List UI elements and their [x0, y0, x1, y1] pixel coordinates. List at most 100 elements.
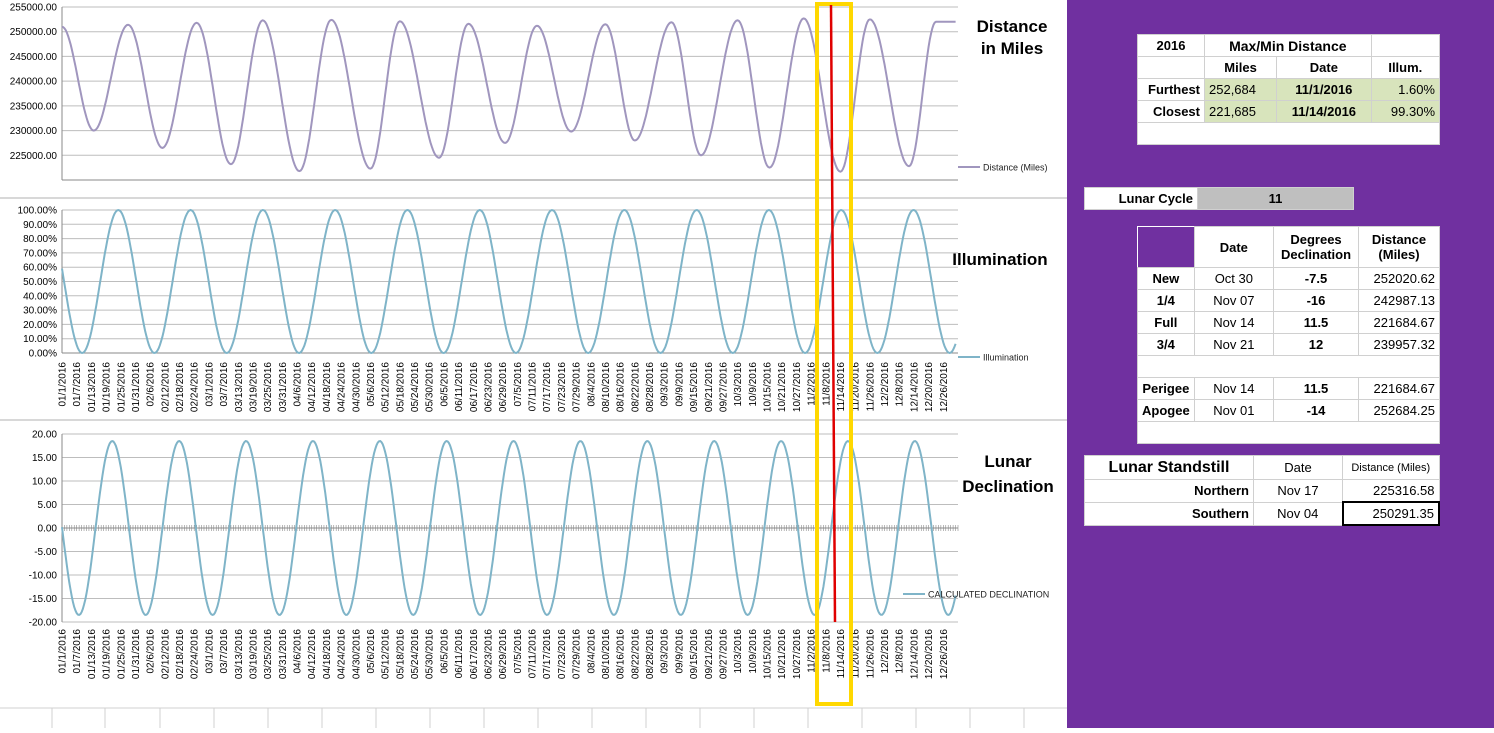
x-tick-label-decl: 01/25/2016 — [116, 629, 127, 679]
x-tick-label-illum: 07/23/2016 — [557, 362, 568, 412]
x-tick-label-decl: 08/4/2016 — [586, 629, 597, 674]
phase-dist: 242987.13 — [1358, 289, 1440, 312]
phases-header-decl: Degrees Declination — [1273, 226, 1359, 268]
maxmin-label: Furthest — [1137, 78, 1205, 101]
x-tick-label-decl: 02/6/2016 — [146, 629, 157, 674]
x-tick-label-decl: 06/23/2016 — [484, 629, 495, 679]
phase-row-full: Full Nov 14 11.5 221684.67 — [1137, 311, 1440, 334]
x-tick-label-decl: 08/10/2016 — [601, 629, 612, 679]
standstill-dist-selected[interactable]: 250291.35 — [1341, 501, 1440, 526]
y-tick-label: 40.00% — [23, 291, 57, 302]
x-tick-label-decl: 02/24/2016 — [190, 629, 201, 679]
x-tick-label-illum: 11/20/2016 — [851, 362, 862, 412]
x-tick-label-illum: 12/20/2016 — [924, 362, 935, 412]
x-tick-label-decl: 02/12/2016 — [160, 629, 171, 679]
y-tick-label: 20.00 — [32, 430, 57, 441]
x-tick-label-decl: 09/3/2016 — [660, 629, 671, 674]
x-tick-label-illum: 03/7/2016 — [219, 362, 230, 407]
phase-row-third-quarter: 3/4 Nov 21 12 239957.32 — [1137, 333, 1440, 356]
x-tick-label-illum: 08/22/2016 — [630, 362, 641, 412]
x-tick-label-decl: 07/11/2016 — [528, 629, 539, 679]
maxmin-row-closest: Closest 221,685 11/14/2016 99.30% — [1137, 100, 1441, 123]
x-tick-label-illum: 05/12/2016 — [381, 362, 392, 412]
x-tick-label-decl: 06/11/2016 — [454, 629, 465, 679]
x-tick-label-illum: 09/27/2016 — [719, 362, 730, 412]
maxmin-miles: 252,684 — [1203, 78, 1278, 101]
x-tick-label-illum: 04/6/2016 — [293, 362, 304, 407]
x-tick-label-illum: 06/17/2016 — [469, 362, 480, 412]
x-tick-label-illum: 12/8/2016 — [895, 362, 906, 407]
chart-1: 0.00% 10.00% 20.00% 30.00% 40.00% 50.00% 60.00… — [18, 206, 1029, 363]
illumination-chart-title: Illumination — [952, 250, 1048, 269]
maxmin-header-illum: Illum. — [1370, 56, 1441, 79]
x-tick-label-decl: 07/23/2016 — [557, 629, 568, 679]
phases-header-dist: Distance (Miles) — [1358, 226, 1440, 268]
x-tick-label-decl: 05/30/2016 — [425, 629, 436, 679]
x-tick-label-illum: 07/5/2016 — [513, 362, 524, 407]
standstill-date: Nov 04 — [1253, 501, 1343, 526]
x-tick-label-decl: 09/27/2016 — [719, 629, 730, 679]
x-tick-label-decl: 11/8/2016 — [821, 629, 832, 673]
y-tick-label: 20.00% — [23, 320, 57, 331]
x-tick-label-illum: 05/30/2016 — [425, 362, 436, 412]
x-tick-label-illum: 02/6/2016 — [146, 362, 157, 407]
x-tick-label-illum: 10/27/2016 — [792, 362, 803, 412]
legend-label: CALCULATED DECLINATION — [928, 590, 1049, 600]
x-tick-label-decl: 12/2/2016 — [880, 629, 891, 674]
x-tick-label-decl: 09/9/2016 — [674, 629, 685, 674]
x-tick-label-decl: 03/19/2016 — [249, 629, 260, 679]
x-tick-label-decl: 07/29/2016 — [572, 629, 583, 679]
legend-label: Distance (Miles) — [983, 163, 1048, 173]
phase-dist: 239957.32 — [1358, 333, 1440, 356]
y-tick-label: 50.00% — [23, 277, 57, 288]
y-tick-label: 0.00 — [38, 524, 58, 535]
y-tick-label: 80.00% — [23, 234, 57, 245]
x-tick-label-decl: 01/31/2016 — [131, 629, 142, 679]
phases-header-date: Date — [1193, 226, 1275, 268]
y-tick-label: 230000.00 — [10, 126, 58, 137]
x-tick-label-decl: 06/17/2016 — [469, 629, 480, 679]
x-tick-label-illum: 01/7/2016 — [72, 362, 83, 407]
x-tick-label-illum: 06/29/2016 — [498, 362, 509, 412]
x-tick-label-illum: 07/29/2016 — [572, 362, 583, 412]
standstill-header-dist: Distance (Miles) — [1342, 455, 1440, 480]
x-tick-label-illum: 04/24/2016 — [337, 362, 348, 412]
maxmin-year: 2016 — [1137, 34, 1205, 57]
y-tick-label: -15.00 — [29, 594, 58, 605]
x-tick-label-illum: 03/25/2016 — [263, 362, 274, 412]
x-tick-label-decl: 12/20/2016 — [924, 629, 935, 679]
y-tick-label: 60.00% — [23, 263, 57, 274]
chart-2: -20.00 -15.00 -10.00 -5.00 0.00 5.00 10.00 15.0… — [29, 430, 1050, 629]
x-tick-label-illum: 10/15/2016 — [763, 362, 774, 412]
y-tick-label: -5.00 — [34, 547, 57, 558]
x-tick-label-decl: 12/8/2016 — [895, 629, 906, 674]
extreme-date: Nov 14 — [1193, 377, 1275, 400]
chart-area: 225000.00 230000.00 235000.00 240000.00 2450… — [0, 0, 1067, 728]
maxmin-header-date: Date — [1276, 56, 1372, 79]
x-tick-label-illum: 12/14/2016 — [909, 362, 920, 412]
extreme-row-perigee: Perigee Nov 14 11.5 221684.67 — [1137, 377, 1440, 400]
x-tick-label-decl: 04/6/2016 — [293, 629, 304, 674]
standstill-table: Lunar Standstill Date Distance (Miles) N… — [1084, 455, 1440, 526]
x-tick-label-decl: 04/30/2016 — [351, 629, 362, 679]
x-tick-label-decl: 11/2/2016 — [807, 629, 818, 673]
x-tick-label-illum: 03/31/2016 — [278, 362, 289, 412]
standstill-row-northern: Northern Nov 17 225316.58 — [1084, 479, 1440, 503]
highlight-line — [829, 4, 837, 623]
x-tick-label-decl: 10/21/2016 — [777, 629, 788, 679]
x-tick-label-illum: 05/6/2016 — [366, 362, 377, 407]
phase-date: Nov 07 — [1193, 289, 1275, 312]
x-tick-label-decl: 12/26/2016 — [939, 629, 950, 679]
extreme-label: Perigee — [1137, 377, 1195, 400]
x-tick-label-decl: 11/20/2016 — [851, 629, 862, 679]
chart-0: 225000.00 230000.00 235000.00 240000.00 2450… — [10, 3, 1048, 181]
x-tick-label-illum: 01/1/2016 — [58, 362, 69, 407]
x-tick-label-illum: 12/26/2016 — [939, 362, 950, 412]
x-tick-label-decl: 05/12/2016 — [381, 629, 392, 679]
phase-date: Nov 21 — [1193, 333, 1275, 356]
phase-date: Nov 14 — [1193, 311, 1275, 334]
x-tick-label-illum: 01/19/2016 — [102, 362, 113, 412]
phase-label: 1/4 — [1137, 289, 1195, 312]
distance-chart-title: Distance in Miles — [976, 17, 1048, 58]
phases-spacer — [1137, 421, 1440, 444]
